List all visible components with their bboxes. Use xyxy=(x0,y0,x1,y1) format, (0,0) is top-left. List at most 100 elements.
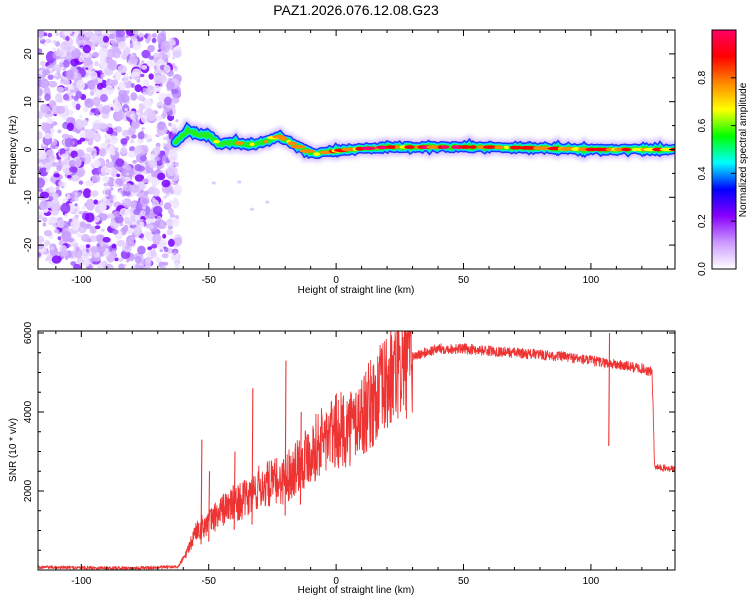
spectrogram-y-tick-label: -10 xyxy=(23,190,34,205)
snr-panel: -100 -50 0 50 100 2000 4000 6000 Height of str… xyxy=(8,321,676,596)
noise-blob xyxy=(46,117,54,125)
noise-blob xyxy=(79,115,83,119)
colorbar-tick-label: 0.4 xyxy=(697,166,708,180)
noise-blob xyxy=(114,215,124,224)
noise-blob xyxy=(155,115,163,121)
noise-blob xyxy=(112,42,117,48)
noise-blob xyxy=(115,126,123,133)
noise-blob xyxy=(109,200,114,204)
noise-blob xyxy=(134,255,142,264)
noise-blob xyxy=(52,40,57,44)
noise-blob xyxy=(57,129,62,134)
noise-blob xyxy=(84,98,94,109)
noise-blob xyxy=(125,244,130,250)
noise-blob xyxy=(122,84,126,88)
noise-blob xyxy=(173,184,183,196)
noise-blob xyxy=(122,183,133,192)
noise-blob xyxy=(154,156,161,162)
noise-blob xyxy=(98,201,107,212)
noise-blob xyxy=(91,174,101,183)
snr-spike xyxy=(284,360,287,516)
noise-blob xyxy=(134,163,143,172)
spectrogram-y-label: Frequency (Hz) xyxy=(8,116,19,185)
noise-blob xyxy=(93,253,98,258)
noise-blob xyxy=(107,241,113,246)
noise-blob xyxy=(43,132,52,139)
noise-blob xyxy=(167,238,175,247)
noise-blob xyxy=(75,103,81,111)
noise-blob xyxy=(151,177,156,181)
noise-blob xyxy=(38,131,43,140)
noise-blob xyxy=(60,153,70,160)
noise-blob xyxy=(41,122,51,133)
noise-blob xyxy=(164,96,172,106)
colorbar-tick-label: 0.0 xyxy=(697,262,708,276)
spectrogram-noise xyxy=(38,30,270,269)
noise-blob xyxy=(133,208,141,216)
noise-blob xyxy=(162,221,167,226)
noise-blob xyxy=(58,63,64,68)
snr-x-tick-label: 100 xyxy=(583,576,600,587)
noise-blob xyxy=(139,73,145,78)
noise-blob xyxy=(165,81,176,90)
spectrogram-x-ticks: -100 -50 0 50 100 xyxy=(55,30,668,286)
noise-blob xyxy=(57,219,65,229)
spectrogram-x-tick-label: 50 xyxy=(458,275,470,286)
track-hotspot xyxy=(278,136,288,141)
track-hotspot xyxy=(286,141,297,146)
noise-blob xyxy=(166,218,175,227)
noise-blob xyxy=(44,240,51,246)
noise-blob xyxy=(166,229,174,236)
noise-blob xyxy=(151,32,157,38)
noise-blob xyxy=(172,63,176,67)
noise-blob xyxy=(141,49,151,59)
noise-blob xyxy=(148,224,154,230)
noise-blob xyxy=(85,180,94,187)
snr-y-tick-label: 4000 xyxy=(23,400,34,423)
snr-spike xyxy=(608,332,611,447)
noise-blob xyxy=(70,174,81,182)
noise-blob xyxy=(70,150,78,159)
noise-blob xyxy=(132,30,139,35)
noise-blob xyxy=(148,73,154,80)
noise-blob xyxy=(38,97,42,102)
noise-blob xyxy=(142,99,153,108)
noise-blob xyxy=(62,67,67,71)
noise-blob xyxy=(168,208,174,215)
track-hotspot xyxy=(249,142,255,147)
noise-speck xyxy=(211,181,216,185)
noise-blob xyxy=(169,39,176,47)
noise-blob xyxy=(104,248,109,252)
spectrogram-y-ticks: -20 -10 0 10 20 xyxy=(23,29,675,270)
colorbar: 0.0 0.2 0.4 0.6 0.8 Normalized spectral ampl… xyxy=(697,29,749,276)
spectrogram-x-tick-label: 0 xyxy=(333,275,339,286)
noise-blob xyxy=(108,33,116,40)
track-hotspot xyxy=(299,149,316,153)
noise-blob xyxy=(136,94,145,101)
noise-blob xyxy=(93,132,102,143)
noise-blob xyxy=(38,87,43,97)
noise-blob xyxy=(92,51,100,58)
noise-blob xyxy=(146,60,156,67)
noise-blob xyxy=(88,225,93,230)
noise-blob xyxy=(112,101,122,112)
noise-blob xyxy=(134,174,145,182)
noise-blob xyxy=(117,64,128,74)
snr-spike xyxy=(200,439,203,545)
noise-blob xyxy=(93,159,101,168)
spectrogram-x-tick-label: -100 xyxy=(71,275,91,286)
noise-blob xyxy=(78,55,85,63)
colorbar-tick-label: 0.2 xyxy=(697,214,708,228)
spectrogram-x-tick-label: -50 xyxy=(201,275,216,286)
noise-blob xyxy=(70,204,75,208)
noise-blob xyxy=(111,243,117,249)
noise-blob xyxy=(103,263,114,269)
noise-blob xyxy=(60,58,64,63)
snr-x-tick-label: 0 xyxy=(333,576,339,587)
noise-blob xyxy=(148,186,157,193)
noise-blob xyxy=(133,146,143,155)
noise-blob xyxy=(57,236,62,241)
noise-blob xyxy=(107,59,118,71)
noise-blob xyxy=(99,56,107,64)
noise-blob xyxy=(90,190,99,197)
